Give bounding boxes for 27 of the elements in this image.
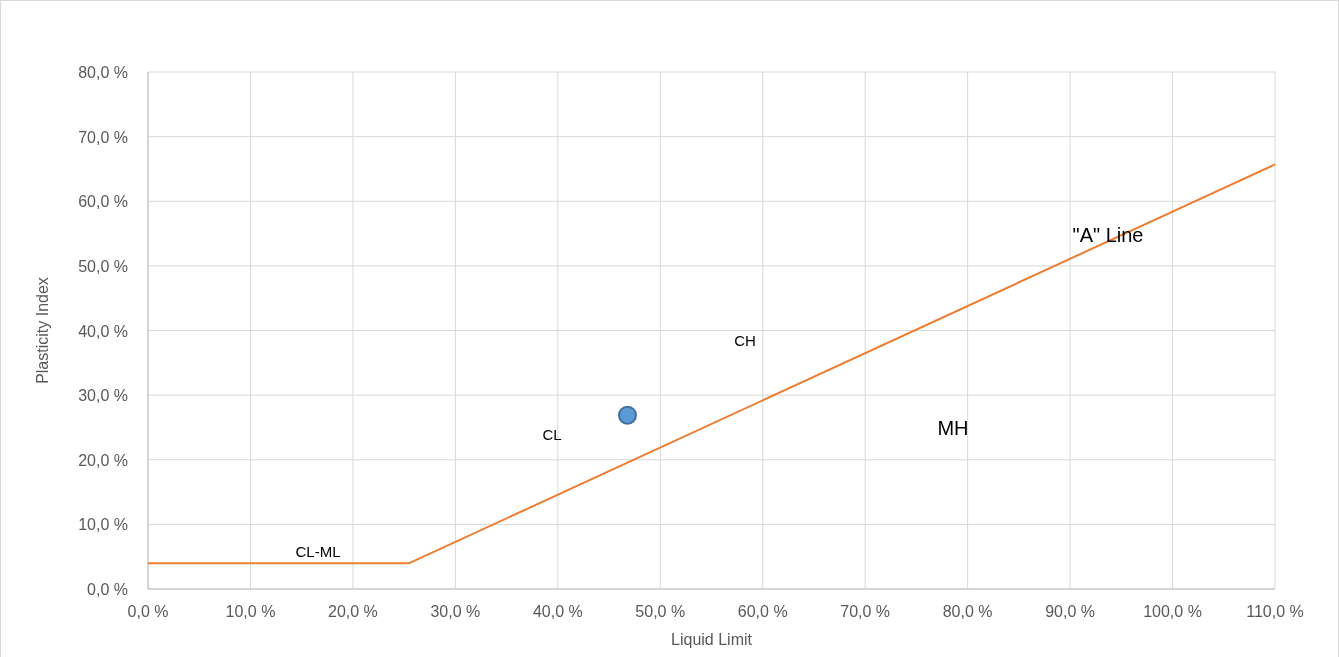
y-tick-label: 60,0 % xyxy=(78,193,128,211)
x-tick-label: 100,0 % xyxy=(1143,603,1202,620)
x-tick-label: 50,0 % xyxy=(635,603,686,620)
annotation: CH xyxy=(734,332,756,349)
x-tick-label: 80,0 % xyxy=(942,603,993,620)
y-tick-label: 80,0 % xyxy=(78,64,128,81)
x-tick-label: 110,0 % xyxy=(1246,603,1304,620)
y-tick-label: 50,0 % xyxy=(78,257,128,275)
x-tick-label: 40,0 % xyxy=(532,603,583,620)
y-axis-title: Plasticity Index xyxy=(34,277,51,384)
x-tick-label: 30,0 % xyxy=(430,603,481,620)
x-axis-title: Liquid Limit xyxy=(671,631,753,648)
y-tick-label: 10,0 % xyxy=(78,516,128,534)
y-tick-label: 30,0 % xyxy=(78,387,128,405)
annotation: CL-ML xyxy=(295,543,341,560)
y-tick-label: 40,0 % xyxy=(78,322,128,340)
annotation: CL xyxy=(542,426,562,443)
x-tick-label: 90,0 % xyxy=(1045,603,1095,620)
x-tick-label: 0,0 % xyxy=(127,603,169,620)
annotation: MH xyxy=(937,417,969,439)
x-tick-label: 70,0 % xyxy=(840,603,891,620)
x-tick-label: 10,0 % xyxy=(225,603,276,620)
x-tick-label: 20,0 % xyxy=(328,603,378,620)
x-tick-label: 60,0 % xyxy=(737,603,788,620)
y-tick-label: 70,0 % xyxy=(78,128,128,146)
y-tick-label: 0,0 % xyxy=(87,581,128,598)
y-tick-label: 20,0 % xyxy=(78,451,128,469)
